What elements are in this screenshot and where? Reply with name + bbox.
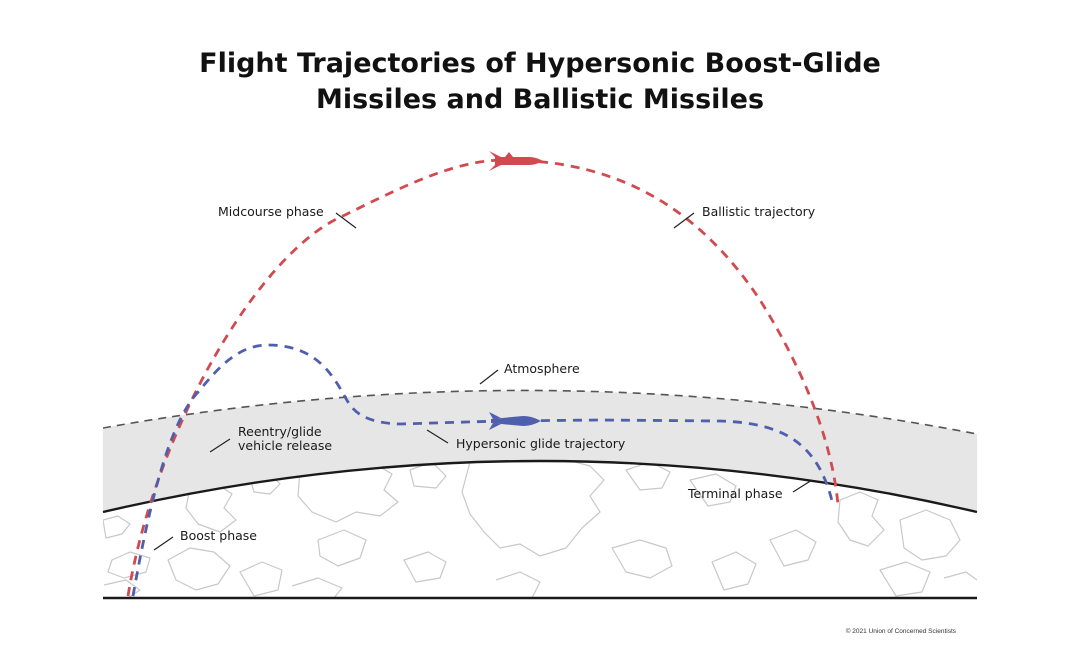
copyright-credit: © 2021 Union of Concerned Scientists [846, 627, 957, 635]
reentry-leader [209, 438, 231, 453]
terminal-phase-label: Terminal phase [687, 486, 783, 501]
boost-phase-label: Boost phase [180, 528, 257, 543]
midcourse-leader [335, 212, 357, 229]
earth-surface [102, 459, 978, 600]
midcourse-phase-label: Midcourse phase [218, 204, 324, 219]
ballistic-leader [673, 212, 695, 229]
glide-trajectory-path [131, 343, 835, 597]
earth-horizon [102, 459, 978, 514]
reentry-label-line-2: vehicle release [238, 438, 332, 453]
red-missile-icon [489, 151, 543, 171]
glide-leader [426, 429, 449, 444]
diagram-title-line-1: Flight Trajectories of Hypersonic Boost-… [199, 48, 881, 79]
ballistic-trajectory-label: Ballistic trajectory [702, 204, 816, 219]
boost-leader [153, 536, 174, 551]
diagram-title-line-2: Missiles and Ballistic Missiles [316, 84, 764, 115]
reentry-label-line-1: Reentry/glide [238, 424, 322, 439]
atmosphere-label: Atmosphere [504, 361, 580, 376]
blue-glide-vehicle-icon [489, 412, 541, 430]
atmosphere-boundary [103, 389, 977, 435]
glide-trajectory-label: Hypersonic glide trajectory [456, 436, 626, 451]
earth-fill [103, 461, 977, 598]
atmosphere-band [103, 390, 977, 512]
atmosphere-layer [103, 389, 977, 512]
terminal-leader [792, 479, 813, 493]
atmosphere-leader [479, 369, 499, 385]
